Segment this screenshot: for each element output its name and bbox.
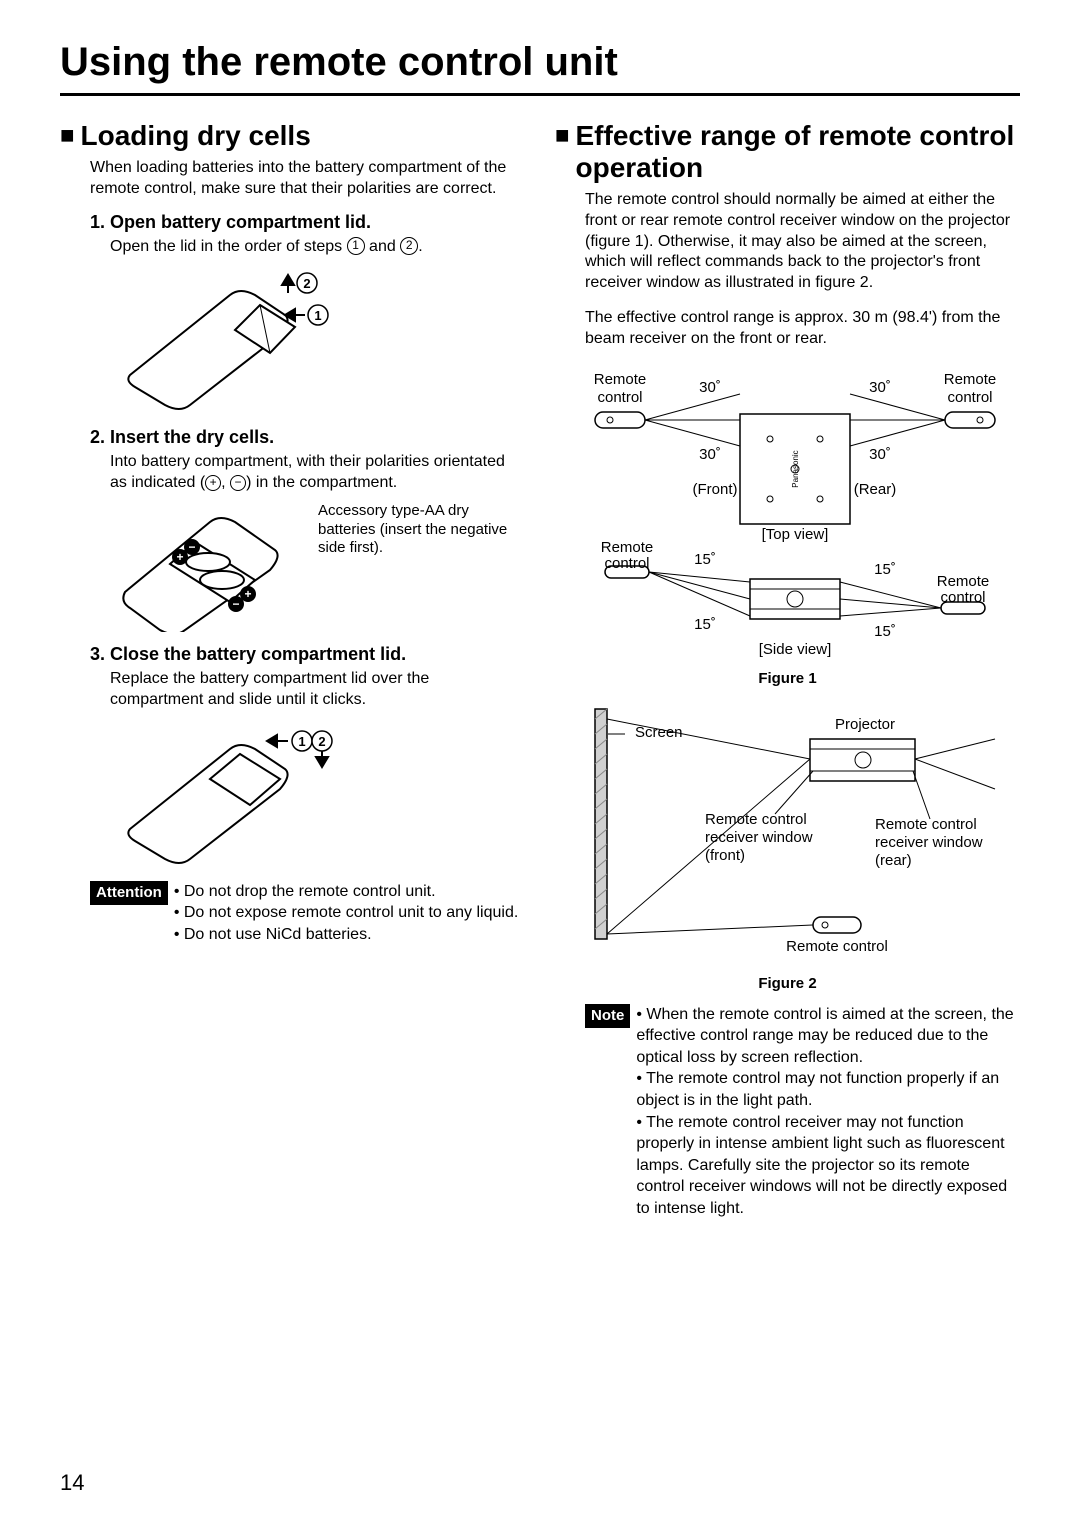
- svg-text:Projector: Projector: [835, 716, 895, 733]
- attention-block: Attention Do not drop the remote control…: [90, 881, 525, 946]
- step1-heading: 1. Open battery compartment lid.: [90, 212, 525, 233]
- svg-text:30˚: 30˚: [869, 446, 891, 463]
- left-column: ■ Loading dry cells When loading batteri…: [60, 120, 525, 1220]
- content-columns: ■ Loading dry cells When loading batteri…: [60, 120, 1020, 1220]
- square-bullet-icon: ■: [555, 120, 570, 151]
- svg-text:+: +: [244, 587, 251, 601]
- svg-text:control: control: [604, 555, 649, 572]
- svg-text:[Side view]: [Side view]: [759, 641, 832, 658]
- attention-label: Attention: [90, 881, 168, 905]
- right-heading-text: Effective range of remote control operat…: [576, 120, 1021, 184]
- left-intro: When loading batteries into the battery …: [90, 158, 525, 200]
- svg-text:[Top view]: [Top view]: [762, 526, 829, 543]
- svg-text:30˚: 30˚: [699, 446, 721, 463]
- right-para2: The effective control range is approx. 3…: [585, 308, 1020, 350]
- svg-text:−: −: [232, 597, 239, 611]
- attention-body: Do not drop the remote control unit. Do …: [174, 881, 518, 946]
- svg-text:Remote control: Remote control: [875, 816, 977, 833]
- step2-diagram: + − + − Accessory type-AA dry batteries …: [110, 502, 525, 632]
- svg-text:(Rear): (Rear): [854, 481, 897, 498]
- right-para1: The remote control should normally be ai…: [585, 190, 1020, 294]
- right-column: ■ Effective range of remote control oper…: [555, 120, 1020, 1220]
- figure-1-label: Figure 1: [555, 670, 1020, 687]
- step2-heading: 2. Insert the dry cells.: [90, 427, 525, 448]
- svg-text:30˚: 30˚: [699, 379, 721, 396]
- step3-heading: 3. Close the battery compartment lid.: [90, 644, 525, 665]
- svg-text:2: 2: [303, 276, 310, 291]
- svg-text:−: −: [188, 540, 195, 554]
- attention-item: Do not expose remote control unit to any…: [174, 902, 518, 924]
- svg-text:Remote: Remote: [937, 573, 990, 590]
- note-item: The remote control receiver may not func…: [636, 1112, 1020, 1220]
- note-item: The remote control may not function prop…: [636, 1068, 1020, 1111]
- svg-text:receiver window: receiver window: [705, 829, 813, 846]
- svg-text:2: 2: [318, 734, 325, 749]
- right-heading: ■ Effective range of remote control oper…: [555, 120, 1020, 184]
- step1-text: Open the lid in the order of steps 1 and…: [110, 237, 525, 258]
- step2-text: Into battery compartment, with their pol…: [110, 452, 525, 494]
- circled-1-icon: 1: [347, 237, 365, 255]
- left-heading-text: Loading dry cells: [81, 120, 311, 152]
- svg-text:15˚: 15˚: [694, 551, 716, 568]
- attention-item: Do not use NiCd batteries.: [174, 924, 518, 946]
- note-block: Note When the remote control is aimed at…: [585, 1004, 1020, 1220]
- plus-icon: +: [205, 475, 221, 491]
- svg-text:Remote: Remote: [601, 539, 654, 556]
- note-label: Note: [585, 1004, 630, 1028]
- figure-1-diagram: Panasonic Remote control Remo: [575, 364, 1020, 664]
- svg-text:Remote: Remote: [944, 371, 997, 388]
- svg-text:(front): (front): [705, 847, 745, 864]
- figure-2-diagram: Screen Projector Remo: [575, 699, 1020, 969]
- step3-text: Replace the battery compartment lid over…: [110, 669, 525, 711]
- attention-item: Do not drop the remote control unit.: [174, 881, 518, 903]
- step2-callout: Accessory type-AA dry batteries (insert …: [318, 502, 508, 558]
- svg-text:15˚: 15˚: [874, 623, 896, 640]
- svg-text:30˚: 30˚: [869, 379, 891, 396]
- figure-2-label: Figure 2: [555, 975, 1020, 992]
- svg-text:control: control: [940, 589, 985, 606]
- page-number: 14: [60, 1470, 84, 1496]
- svg-text:Panasonic: Panasonic: [791, 450, 800, 487]
- svg-text:Remote: Remote: [594, 371, 647, 388]
- square-bullet-icon: ■: [60, 120, 75, 151]
- svg-text:control: control: [947, 389, 992, 406]
- svg-text:control: control: [597, 389, 642, 406]
- svg-text:receiver window: receiver window: [875, 834, 983, 851]
- svg-text:1: 1: [314, 308, 321, 323]
- svg-text:(Front): (Front): [693, 481, 738, 498]
- svg-text:(rear): (rear): [875, 852, 912, 869]
- svg-text:15˚: 15˚: [874, 561, 896, 578]
- circled-2-icon: 2: [400, 237, 418, 255]
- step1-diagram: 2 1: [110, 265, 525, 415]
- minus-icon: −: [230, 475, 246, 491]
- note-body: When the remote control is aimed at the …: [636, 1004, 1020, 1220]
- svg-text:1: 1: [298, 734, 305, 749]
- svg-text:Remote control: Remote control: [705, 811, 807, 828]
- svg-text:+: +: [176, 550, 183, 564]
- step3-diagram: 1 2: [110, 719, 525, 869]
- left-heading: ■ Loading dry cells: [60, 120, 525, 152]
- svg-text:15˚: 15˚: [694, 616, 716, 633]
- svg-text:Remote control: Remote control: [786, 938, 888, 955]
- page-title: Using the remote control unit: [60, 40, 1020, 96]
- note-item: When the remote control is aimed at the …: [636, 1004, 1020, 1069]
